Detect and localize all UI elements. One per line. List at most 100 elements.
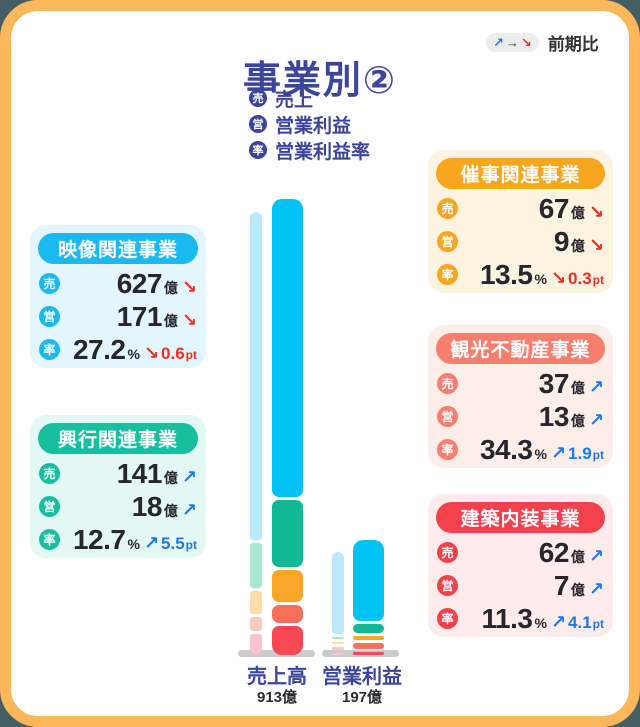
metric-value-group: 627 億 ↘ [60,268,197,300]
segment-card-title: 映像関連事業 [38,233,198,264]
metric-row: 売 37 億 ↗ [428,367,613,400]
metric-badge-icon: 率 [437,264,458,285]
metric-value-group: 11.3% ↗ 4.1 pt [458,603,604,635]
metric-row: 売 67 億 ↘ [428,192,613,225]
metric-value: 67 [538,192,570,224]
metric-unit: % [534,270,547,287]
metric-unit: % [127,345,140,362]
bar-segment-sales-3 [250,617,262,631]
trend-up-icon: ↗ [181,466,197,487]
trend-down-icon: ↘ [181,309,197,330]
metric-value: 171 [116,300,163,332]
prior-period-legend: ↗ → ↘ 前期比 [486,30,599,55]
trend-down-icon: ↘ [143,342,160,363]
metric-row: 営 9 億 ↘ [428,225,613,258]
metric-unit: 億 [163,312,178,329]
metric-badge-icon: 売 [437,542,458,563]
bar-stack-sales-prev [250,212,262,655]
page-title: 事業別② [242,60,398,103]
segment-card: 映像関連事業売 627 億 ↘ 営 171 億 ↘ 率 27.2% ↘ 0.6 pt [30,225,206,368]
metric-unit: % [534,445,547,462]
bar-segment-sales-2 [272,570,303,602]
metric-badge-icon: 営 [437,231,458,252]
metric-value-group: 12.7% ↗ 5.5 pt [60,524,197,556]
metric-row: 売 62 億 ↗ [428,536,613,569]
bar-segment-profit-1 [332,637,344,639]
metric-value: 12.7 [72,523,126,555]
metric-unit: % [534,614,547,631]
metric-delta-unit: pt [592,616,604,631]
metric-row: 率 27.2% ↘ 0.6 pt [30,333,206,366]
trend-up-icon: ↗ [143,532,160,553]
profit-badge-icon: 営 [249,115,267,133]
metric-value-group: 37 億 ↗ [458,368,604,400]
trend-up-icon: ↗ [588,545,604,566]
metric-delta-unit: pt [592,272,604,287]
segment-card: 催事関連事業売 67 億 ↘ 営 9 億 ↘ 率 13.5% ↘ 0.3 pt [428,150,613,293]
metric-row: 営 13 億 ↗ [428,400,613,433]
metric-badge-icon: 営 [437,406,458,427]
bar-stack-profit-current [353,540,384,655]
metric-value-group: 34.3% ↗ 1.9 pt [458,434,604,466]
metric-value: 9 [553,225,570,257]
legend-row-profit: 営 営業利益 [249,111,370,137]
metric-value: 11.3 [481,602,533,634]
trend-down-icon: ↘ [520,35,532,50]
bar-stack-sales-current [272,199,303,655]
metric-unit: 億 [163,502,178,519]
metric-delta: 1.9 [568,443,592,463]
trend-down-icon: ↘ [550,267,567,288]
metric-delta: 4.1 [568,612,592,632]
bar-segment-profit-2 [332,642,344,644]
metric-badge-icon: 売 [39,273,60,294]
metric-value: 37 [538,367,570,399]
metric-row: 率 11.3% ↗ 4.1 pt [428,602,613,635]
bar-segment-sales-1 [250,543,262,588]
legend-label: 営業利益率 [275,141,371,163]
trend-up-icon: ↗ [588,409,604,430]
metric-value: 7 [553,569,570,601]
metric-value-group: 7 億 ↗ [458,570,604,602]
metric-unit: % [127,535,140,552]
legend-label: 営業利益 [275,115,352,137]
metric-badge-icon: 営 [39,496,60,517]
bar-segment-profit-4 [332,653,344,655]
metric-value: 62 [538,536,570,568]
bar-segment-profit-3 [353,643,384,649]
metric-value-group: 62 億 ↗ [458,537,604,569]
metric-unit: 億 [570,379,585,396]
metric-delta-unit: pt [185,347,197,362]
metric-delta-unit: pt [592,447,604,462]
metric-value-group: 13 億 ↗ [458,401,604,433]
bar-segment-sales-4 [250,634,262,655]
bar-segment-profit-0 [353,540,384,621]
bar-segment-sales-0 [272,199,303,497]
segment-card-title: 興行関連事業 [38,423,198,454]
segment-card: 観光不動産事業売 37 億 ↗ 営 13 億 ↗ 率 34.3% ↗ 1.9 pt [428,325,613,468]
sales-bar-total: 913億 [256,689,298,706]
metric-unit: 億 [163,279,178,296]
bar-segment-sales-1 [272,500,303,567]
trend-down-icon: ↘ [588,234,604,255]
legend-row-margin: 率 営業利益率 [249,137,370,163]
metric-row: 営 171 億 ↘ [30,300,206,333]
bar-segment-sales-3 [272,605,303,623]
trend-up-icon: ↗ [550,442,567,463]
metric-value: 13.5 [479,258,533,290]
trend-up-icon: ↗ [588,578,604,599]
metric-value: 27.2 [72,333,126,365]
trend-arrows-pill: ↗ → ↘ [486,33,539,52]
sales-bar-label: 売上高 [247,666,307,688]
prior-period-label: 前期比 [547,35,599,54]
bar-stack-profit-prev [332,552,344,655]
metric-badge-icon: 率 [39,339,60,360]
metric-row: 率 13.5% ↘ 0.3 pt [428,258,613,291]
metric-value-group: 67 億 ↘ [458,193,604,225]
trend-down-icon: ↘ [588,201,604,222]
metric-legend: 売 売上 営 営業利益 率 営業利益率 [249,85,370,163]
trend-up-icon: ↗ [588,376,604,397]
legend-label: 売上 [275,89,314,111]
margin-badge-icon: 率 [249,141,267,159]
metric-delta-unit: pt [185,537,197,552]
metric-row: 売 141 億 ↗ [30,457,206,490]
